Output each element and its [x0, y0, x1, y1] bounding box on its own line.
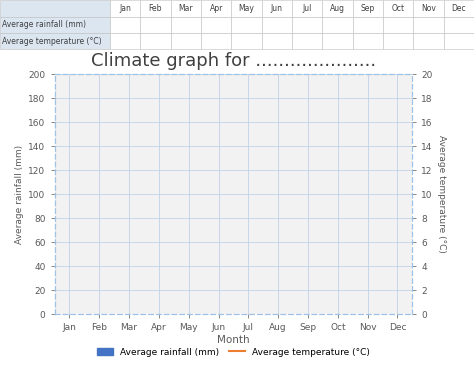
Bar — [201, 17, 231, 33]
Text: Feb: Feb — [149, 4, 162, 13]
Bar — [171, 33, 201, 49]
Bar — [140, 33, 171, 49]
X-axis label: Month: Month — [217, 335, 250, 345]
Text: May: May — [238, 4, 255, 13]
Bar — [292, 33, 322, 49]
Bar — [413, 33, 444, 49]
Text: Average rainfall (mm): Average rainfall (mm) — [2, 20, 86, 29]
Bar — [231, 0, 262, 17]
Text: Nov: Nov — [421, 4, 436, 13]
Bar — [444, 0, 474, 17]
Bar — [140, 0, 171, 17]
Bar — [201, 33, 231, 49]
Bar — [262, 0, 292, 17]
Bar — [0, 33, 110, 49]
Title: Climate graph for .....................: Climate graph for ..................... — [91, 52, 376, 70]
Text: Aug: Aug — [330, 4, 345, 13]
Bar — [353, 33, 383, 49]
Bar — [292, 0, 322, 17]
Bar — [0, 17, 110, 33]
Bar — [110, 0, 140, 17]
Text: Oct: Oct — [392, 4, 405, 13]
Bar — [353, 17, 383, 33]
Y-axis label: Average rainfall (mm): Average rainfall (mm) — [15, 145, 24, 244]
Bar — [444, 33, 474, 49]
Bar — [231, 17, 262, 33]
Text: Mar: Mar — [179, 4, 193, 13]
Bar — [383, 17, 413, 33]
Text: Dec: Dec — [452, 4, 466, 13]
Bar — [231, 33, 262, 49]
Bar — [322, 0, 353, 17]
Bar — [201, 0, 231, 17]
Bar — [383, 0, 413, 17]
Text: Jan: Jan — [119, 4, 131, 13]
Bar — [140, 17, 171, 33]
Bar — [413, 17, 444, 33]
Text: Jul: Jul — [302, 4, 312, 13]
Bar — [322, 33, 353, 49]
Bar — [110, 33, 140, 49]
Bar — [171, 0, 201, 17]
Text: Average temperature (°C): Average temperature (°C) — [2, 36, 101, 45]
Bar — [322, 17, 353, 33]
Bar — [353, 0, 383, 17]
Bar — [262, 17, 292, 33]
Y-axis label: Average temperature (°C): Average temperature (°C) — [437, 135, 446, 253]
Bar — [262, 33, 292, 49]
Text: Sep: Sep — [361, 4, 375, 13]
Bar — [171, 17, 201, 33]
Bar — [110, 17, 140, 33]
Bar — [0, 0, 110, 17]
Bar — [444, 17, 474, 33]
Text: Jun: Jun — [271, 4, 283, 13]
Bar — [383, 33, 413, 49]
Text: Apr: Apr — [210, 4, 223, 13]
Legend: Average rainfall (mm), Average temperature (°C): Average rainfall (mm), Average temperatu… — [93, 344, 374, 360]
Bar — [413, 0, 444, 17]
Bar — [292, 17, 322, 33]
